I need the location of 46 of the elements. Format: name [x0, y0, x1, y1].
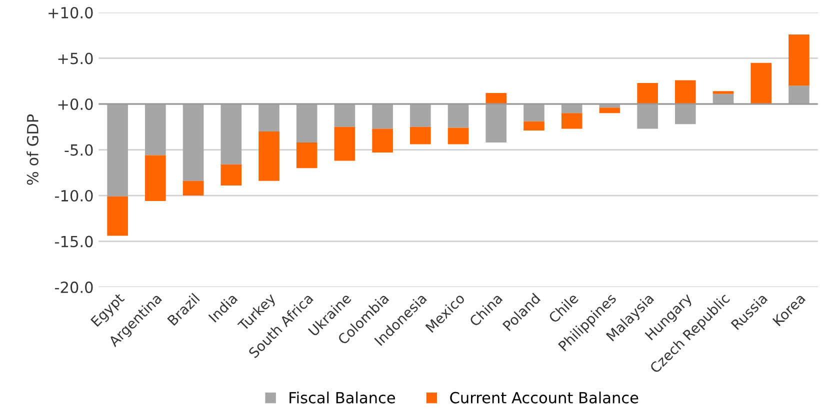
bar — [410, 126, 431, 144]
bar — [410, 104, 431, 127]
bar — [561, 113, 582, 129]
bar — [712, 91, 734, 94]
y-tick-label: +5.0 — [58, 52, 93, 64]
bar — [145, 104, 166, 156]
bar — [220, 164, 242, 186]
bar — [258, 104, 280, 132]
bar — [674, 80, 696, 104]
bar — [182, 104, 204, 181]
bar — [788, 86, 810, 104]
bar — [637, 82, 658, 104]
y-tick-label: -20.0 — [54, 282, 93, 294]
y-tick-label: -15.0 — [54, 236, 93, 248]
bar — [107, 196, 128, 236]
bar — [258, 131, 280, 181]
bar — [372, 128, 393, 153]
bar — [486, 93, 507, 104]
bar — [750, 62, 772, 104]
bar — [674, 104, 696, 124]
bar — [524, 121, 544, 131]
bar — [448, 128, 469, 144]
legend-label: Current Account Balance — [450, 392, 638, 404]
bar — [637, 104, 658, 129]
legend-label: Fiscal Balance — [290, 392, 395, 404]
bar — [524, 104, 544, 122]
y-axis-title: % of GDP — [26, 114, 38, 185]
bar — [712, 94, 734, 104]
y-tick-label: +0.0 — [58, 98, 93, 110]
bar — [107, 104, 128, 196]
bar — [372, 104, 393, 129]
y-tick-label: +10.0 — [48, 6, 93, 18]
bar — [296, 104, 318, 142]
bar — [182, 180, 204, 196]
y-tick-label: -5.0 — [64, 144, 93, 156]
bar — [448, 104, 469, 128]
bar — [561, 104, 582, 114]
bar — [599, 108, 620, 114]
bar — [220, 104, 242, 164]
bar — [296, 142, 318, 168]
bar — [334, 104, 356, 127]
y-tick-label: -10.0 — [54, 190, 93, 202]
bar — [486, 104, 507, 142]
bar — [145, 155, 166, 202]
bar — [334, 126, 356, 161]
bar — [788, 34, 810, 86]
